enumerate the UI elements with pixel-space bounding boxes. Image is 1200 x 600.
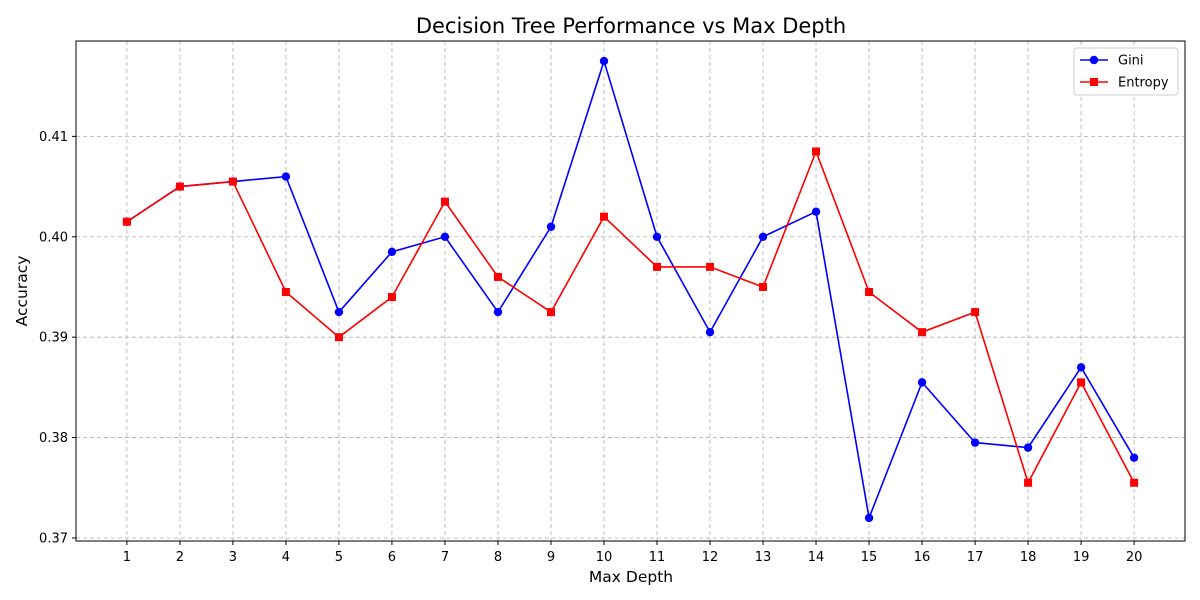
data-point-entropy	[599, 212, 608, 221]
x-tick-label: 3	[229, 550, 237, 565]
y-tick-label: 0.39	[39, 331, 68, 346]
legend-entry-entropy: Entropy	[1080, 76, 1169, 91]
data-point-gini	[546, 222, 556, 231]
data-point-entropy	[493, 272, 502, 281]
grid-lines	[76, 41, 1185, 541]
x-tick-label: 12	[702, 550, 719, 565]
data-point-entropy	[865, 288, 874, 297]
data-point-entropy	[971, 308, 980, 317]
legend-marker-entropy	[1090, 78, 1098, 86]
chart-title: Decision Tree Performance vs Max Depth	[416, 14, 846, 38]
data-point-entropy	[1077, 378, 1086, 387]
series-gini	[122, 56, 1139, 523]
data-point-gini	[917, 378, 927, 387]
x-tick-label: 18	[1020, 550, 1037, 565]
x-tick-label: 20	[1126, 550, 1143, 565]
data-point-entropy	[706, 262, 715, 271]
x-tick-label: 7	[441, 550, 449, 565]
x-tick-label: 5	[335, 550, 343, 565]
series-entropy	[122, 147, 1139, 487]
data-point-gini	[387, 247, 397, 257]
x-tick-label: 15	[861, 550, 878, 565]
x-tick-label: 17	[967, 550, 984, 565]
series-layer	[122, 56, 1139, 523]
x-tick-label: 4	[282, 550, 290, 565]
x-tick-label: 9	[547, 550, 555, 565]
y-tick-label: 0.41	[39, 130, 68, 145]
x-tick-label: 13	[755, 550, 772, 565]
x-tick-label: 11	[649, 550, 666, 565]
y-axis-label: Accuracy	[13, 256, 31, 327]
x-tick-label: 8	[494, 550, 502, 565]
data-point-entropy	[440, 197, 449, 206]
legend-label-gini: Gini	[1118, 54, 1144, 69]
x-tick-label: 1	[123, 550, 131, 565]
x-tick-label: 16	[914, 550, 931, 565]
data-point-gini	[758, 232, 768, 241]
data-point-entropy	[122, 217, 131, 226]
data-point-entropy	[1130, 478, 1139, 487]
y-tick-label: 0.38	[39, 431, 68, 446]
y-axis-ticks: 0.37 0.38 0.39 0.40 0.41	[39, 130, 76, 546]
x-tick-label: 6	[388, 550, 396, 565]
data-point-gini	[1076, 363, 1086, 372]
x-tick-label: 14	[808, 550, 825, 565]
data-point-gini	[1023, 443, 1033, 452]
legend-entry-gini: Gini	[1080, 54, 1144, 69]
data-point-gini	[281, 172, 291, 181]
data-point-entropy	[759, 282, 768, 291]
data-point-gini	[705, 327, 715, 337]
data-point-gini	[864, 513, 874, 523]
data-point-entropy	[1024, 478, 1033, 487]
data-point-gini	[334, 307, 344, 317]
x-tick-label: 19	[1073, 550, 1090, 565]
data-point-gini	[1129, 453, 1139, 462]
y-tick-label: 0.37	[39, 531, 68, 546]
data-point-gini	[970, 438, 980, 447]
data-point-gini	[811, 207, 821, 216]
data-point-gini	[440, 232, 450, 241]
x-axis-ticks: 1 2 3 4 5 6 7 8 9 10 11 12 13 14 15 16 17 18 19 20	[123, 541, 1143, 565]
series-line-entropy	[126, 149, 1135, 485]
legend: Gini Entropy	[1073, 47, 1179, 96]
data-point-entropy	[918, 328, 927, 337]
series-line-gini	[126, 58, 1135, 521]
data-point-entropy	[546, 308, 555, 317]
x-tick-label: 2	[176, 550, 184, 565]
data-point-entropy	[228, 177, 237, 186]
y-tick-label: 0.40	[39, 230, 68, 245]
x-axis-label: Max Depth	[589, 568, 673, 586]
data-point-gini	[652, 232, 662, 241]
data-point-entropy	[175, 182, 184, 191]
legend-marker-gini	[1089, 55, 1099, 65]
data-point-entropy	[281, 288, 290, 297]
data-point-gini	[599, 56, 609, 66]
x-tick-label: 10	[596, 550, 613, 565]
data-point-entropy	[653, 262, 662, 271]
data-point-entropy	[812, 147, 821, 156]
legend-label-entropy: Entropy	[1118, 76, 1169, 91]
plot-frame	[75, 40, 1186, 542]
data-point-entropy	[334, 333, 343, 342]
data-point-gini	[493, 307, 503, 317]
data-point-entropy	[387, 293, 396, 302]
